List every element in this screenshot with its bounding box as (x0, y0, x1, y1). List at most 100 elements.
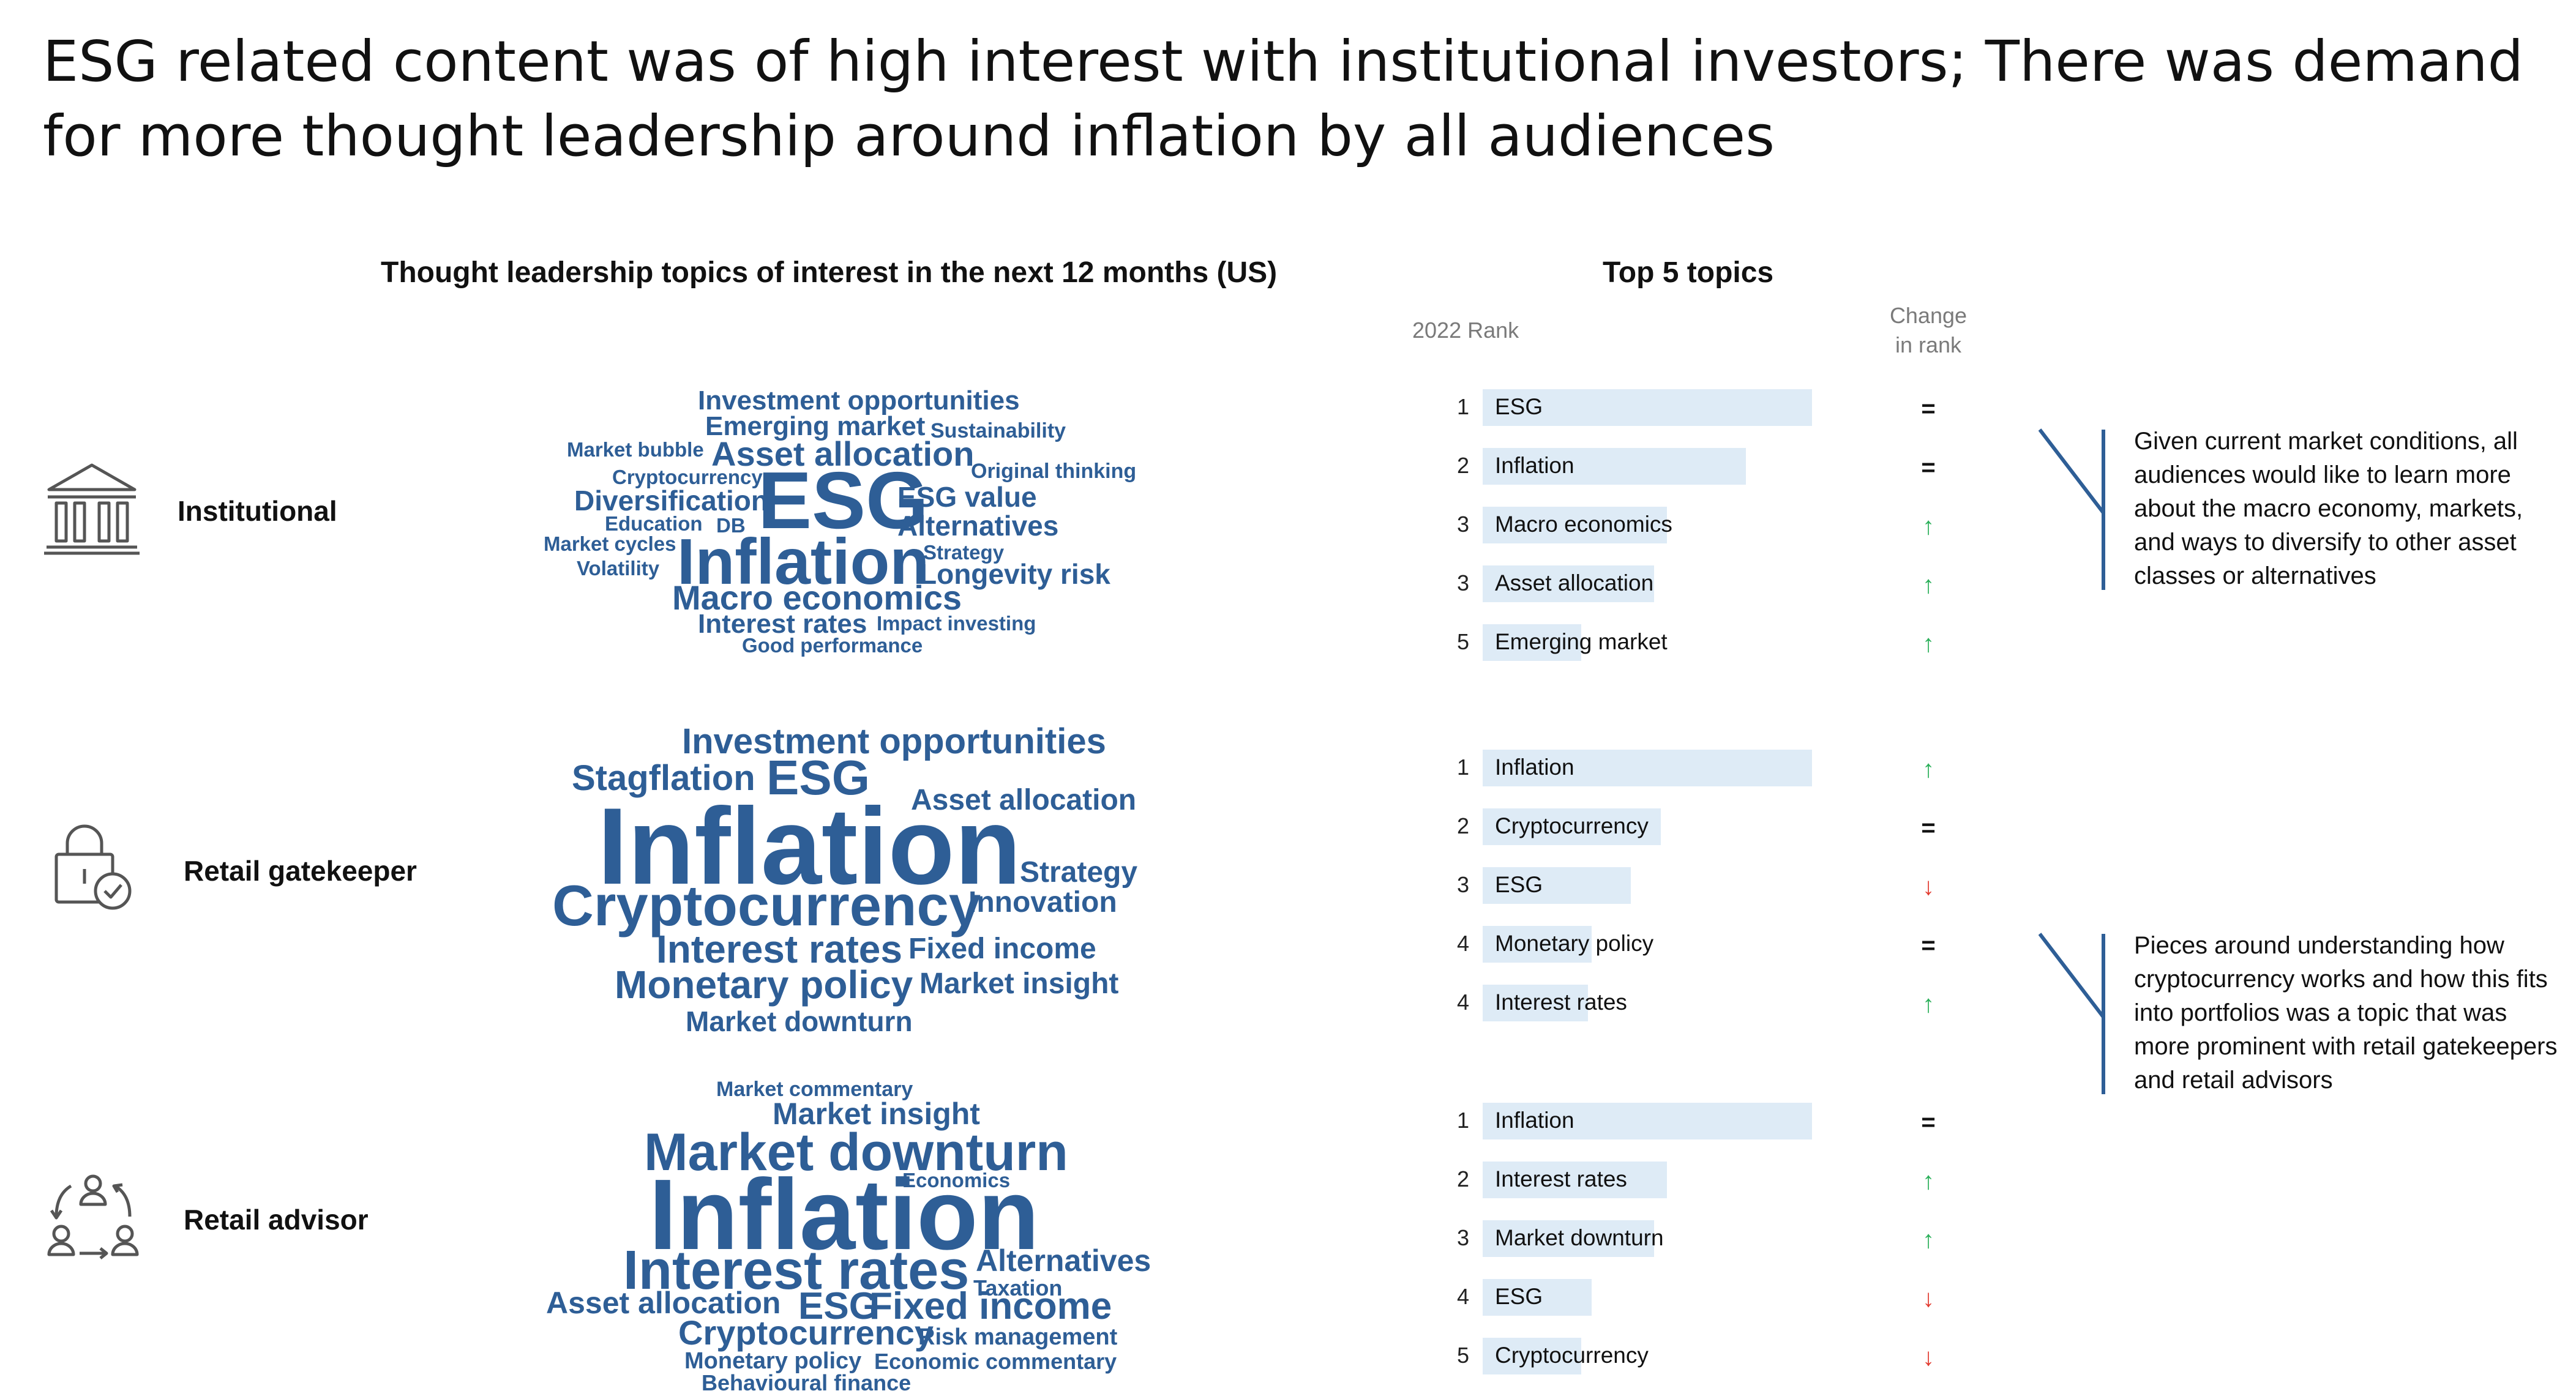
cloud-word: Taxation (973, 1275, 1062, 1300)
cloud-word: Diversification (574, 485, 768, 516)
cloud-word: Education (605, 512, 703, 535)
arrow-up-icon: ↑ (1922, 513, 1934, 540)
topic-label: Market downturn (1495, 1225, 1664, 1250)
rank-number: 3 (1456, 1225, 1469, 1250)
cloud-word: Economic commentary (874, 1349, 1117, 1374)
cloud-word: ESG value (897, 481, 1037, 513)
topic-label: Asset allocation (1495, 570, 1654, 595)
topic-label: ESG (1495, 394, 1543, 419)
cloud-word: ESG (758, 455, 929, 545)
topic-label: Cryptocurrency (1495, 1343, 1649, 1368)
topic-label: Interest rates (1495, 1166, 1627, 1191)
cloud-word: Economics (902, 1169, 1010, 1191)
cloud-word: Innovation (968, 886, 1117, 919)
rank-number: 2 (1456, 813, 1469, 838)
equal-sign: = (1921, 395, 1936, 422)
topic-bar (1483, 448, 1746, 485)
change-column-header: Change in rank (1889, 303, 1968, 357)
rank-column-header: 2022 Rank (1412, 318, 1519, 343)
cloud-word: Cryptocurrency (678, 1313, 934, 1352)
cloud-word: Market downturn (686, 1005, 913, 1037)
equal-sign: = (1921, 932, 1936, 959)
topic-label: Monetary policy (1495, 931, 1654, 956)
rank-number: 2 (1456, 1166, 1469, 1191)
cloud-word: Market bubble (567, 438, 704, 461)
rank-number: 4 (1456, 931, 1469, 956)
cloud-word: Asset allocation (711, 434, 974, 473)
cloud-word: Original thinking (971, 460, 1136, 483)
rank-number: 5 (1456, 629, 1469, 654)
cloud-word: Interest rates (623, 1240, 969, 1301)
headline: ESG related content was of high interest… (43, 29, 2524, 169)
arrow-up-icon: ↑ (1922, 756, 1934, 783)
topic-bar (1483, 565, 1654, 602)
cloud-word: Emerging market (705, 411, 926, 441)
cloud-word: Alternatives (897, 510, 1058, 542)
arrow-up-icon: ↑ (1922, 630, 1934, 657)
cloud-word: Volatility (577, 557, 660, 580)
arrow-down-icon: ↓ (1922, 1344, 1934, 1371)
topic-label: Inflation (1495, 1108, 1574, 1133)
cloud-word: Fixed income (908, 933, 1096, 965)
topic-label: Emerging market (1495, 629, 1668, 654)
cloud-word: Interest rates (698, 609, 867, 639)
note-1-bracket (2039, 428, 2105, 590)
equal-sign: = (1921, 454, 1936, 481)
cloud-word: Sustainability (930, 419, 1066, 442)
cloud-word: Inflation (597, 785, 1021, 907)
topic-label: Cryptocurrency (1495, 813, 1649, 838)
cloud-word: Market commentary (716, 1078, 913, 1101)
cloud-word: Cryptocurrency (552, 873, 981, 938)
arrow-up-icon: ↑ (1922, 991, 1934, 1018)
rank-number: 1 (1456, 1108, 1469, 1133)
topic-label: Macro economics (1495, 512, 1672, 537)
topic-label: Interest rates (1495, 990, 1627, 1015)
word-cloud-title: Thought leadership topics of interest in… (381, 256, 1278, 289)
topic-label: ESG (1495, 1284, 1543, 1309)
cloud-word: Market insight (919, 968, 1118, 1000)
institution-building-icon (44, 463, 140, 555)
topic-label: ESG (1495, 872, 1543, 897)
topic-label: Inflation (1495, 453, 1574, 478)
rank-number: 3 (1456, 570, 1469, 595)
rank-number: 1 (1456, 755, 1469, 780)
topic-bar (1483, 808, 1661, 845)
cloud-word: Inflation (649, 1158, 1039, 1270)
word-cloud-institutional: Investment opportunities Emerging market… (544, 386, 1136, 657)
cloud-word: Asset allocation (546, 1286, 781, 1320)
rank-number: 4 (1456, 1284, 1469, 1309)
rank-number: 3 (1456, 872, 1469, 897)
topic-bar (1483, 1279, 1592, 1316)
note-2-bracket (2039, 933, 2105, 1094)
arrow-down-icon: ↓ (1922, 873, 1934, 900)
equal-sign: = (1921, 1109, 1936, 1136)
audience-label-institutional: Institutional (178, 495, 337, 527)
cloud-word: Asset allocation (911, 784, 1136, 816)
people-cycle-icon (47, 1174, 139, 1259)
cloud-word: DB (716, 514, 746, 537)
topic-bar (1483, 867, 1631, 904)
cloud-word: Longevity risk (919, 558, 1110, 590)
cloud-word: ESG (798, 1285, 878, 1327)
cloud-word: ESG (766, 750, 870, 805)
cloud-word: Macro economics (672, 578, 962, 617)
topic-bar (1483, 926, 1592, 963)
rank-number: 5 (1456, 1343, 1469, 1368)
cloud-word: Good performance (742, 634, 923, 657)
note-1: Given current market conditions, all aud… (2134, 428, 2523, 589)
rank-number: 1 (1456, 394, 1469, 419)
note-2: Pieces around understanding how cryptocu… (2134, 932, 2558, 1094)
cloud-word: Impact investing (877, 612, 1036, 635)
arrow-up-icon: ↑ (1922, 572, 1934, 599)
topic-label: Inflation (1495, 755, 1574, 780)
rank-number: 4 (1456, 990, 1469, 1015)
topic-bar (1483, 1103, 1812, 1139)
cloud-word: Market downturn (644, 1123, 1068, 1182)
cloud-word: Monetary policy (684, 1348, 861, 1374)
cloud-word: Strategy (1020, 856, 1137, 889)
topic-bar (1483, 750, 1812, 786)
cloud-word: Risk management (918, 1324, 1118, 1350)
topic-bar (1483, 389, 1812, 426)
topic-bar (1483, 985, 1588, 1021)
